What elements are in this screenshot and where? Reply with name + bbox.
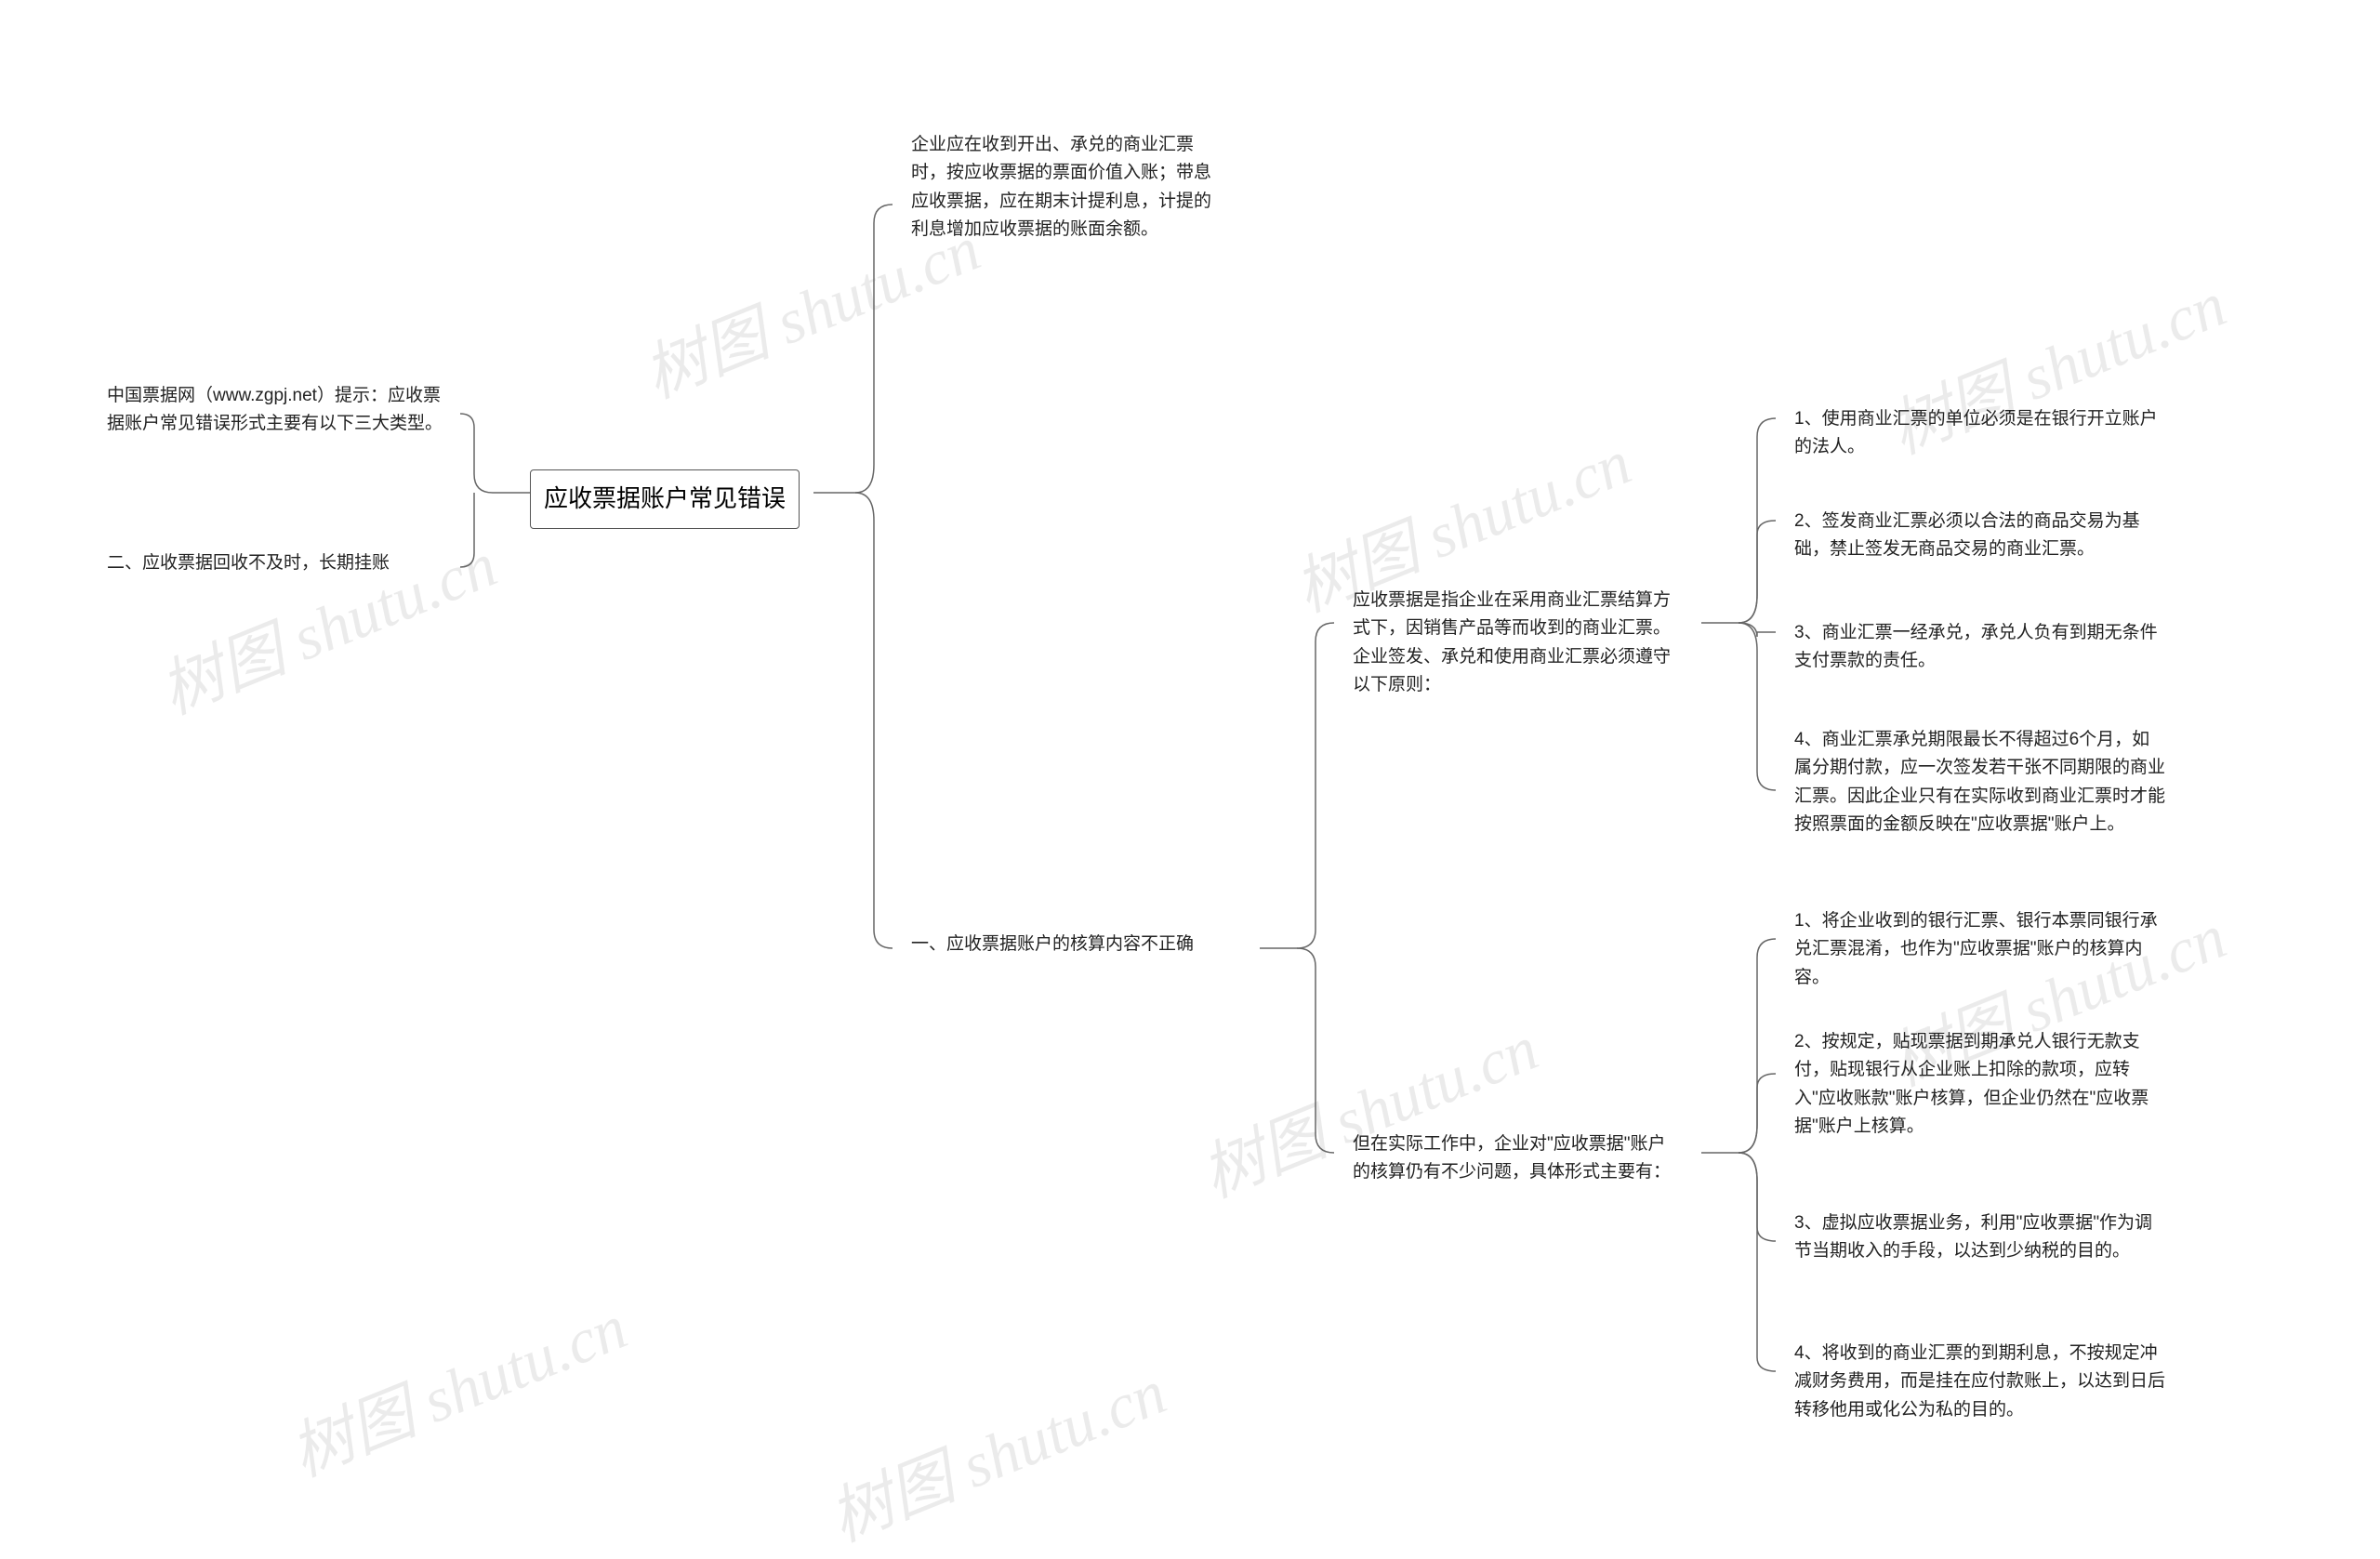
left-note-1: 中国票据网（www.zgpj.net）提示：应收票据账户常见错误形式主要有以下三…: [93, 372, 465, 449]
leaf-a-4: 4、商业汇票承兑期限最长不得超过6个月，如属分期付款，应一次签发若干张不同期限的…: [1780, 716, 2180, 850]
leaf-b-2: 2、按规定，贴现票据到期承兑人银行无款支付，贴现银行从企业账上扣除的款项，应转入…: [1780, 1018, 2180, 1152]
leaf-a-1: 1、使用商业汇票的单位必须是在银行开立账户的法人。: [1780, 395, 2180, 472]
leaf-a-3: 3、商业汇票一经承兑，承兑人负有到期无条件支付票款的责任。: [1780, 609, 2180, 686]
leaf-b-3: 3、虚拟应收票据业务，利用"应收票据"作为调节当期收入的手段，以达到少纳税的目的…: [1780, 1199, 2180, 1276]
r1-item-1: 一、应收票据账户的核算内容不正确: [897, 920, 1250, 969]
mindmap-canvas: 树图 shutu.cn 树图 shutu.cn 树图 shutu.cn 树图 s…: [0, 0, 2380, 1483]
r2-child-b: 但在实际工作中，企业对"应收票据"账户的核算仍有不少问题，具体形式主要有：: [1339, 1120, 1692, 1197]
watermark: 树图 shutu.cn: [274, 1275, 638, 1494]
left-note-2: 二、应收票据回收不及时，长期挂账: [93, 539, 465, 588]
leaf-b-1: 1、将企业收到的银行汇票、银行本票同银行承兑汇票混淆，也作为"应收票据"账户的核…: [1780, 897, 2180, 1002]
leaf-b-4: 4、将收到的商业汇票的到期利息，不按规定冲减财务费用，而是挂在应付款账上，以达到…: [1780, 1329, 2180, 1434]
r1-item-0: 企业应在收到开出、承兑的商业汇票时，按应收票据的票面价值入账；带息应收票据，应在…: [897, 121, 1241, 255]
leaf-a-2: 2、签发商业汇票必须以合法的商品交易为基础，禁止签发无商品交易的商业汇票。: [1780, 497, 2180, 575]
r2-child-a: 应收票据是指企业在采用商业汇票结算方式下，因销售产品等而收到的商业汇票。企业签发…: [1339, 576, 1692, 710]
watermark: 树图 shutu.cn: [813, 1341, 1177, 1559]
root-node[interactable]: 应收票据账户常见错误: [530, 469, 800, 529]
